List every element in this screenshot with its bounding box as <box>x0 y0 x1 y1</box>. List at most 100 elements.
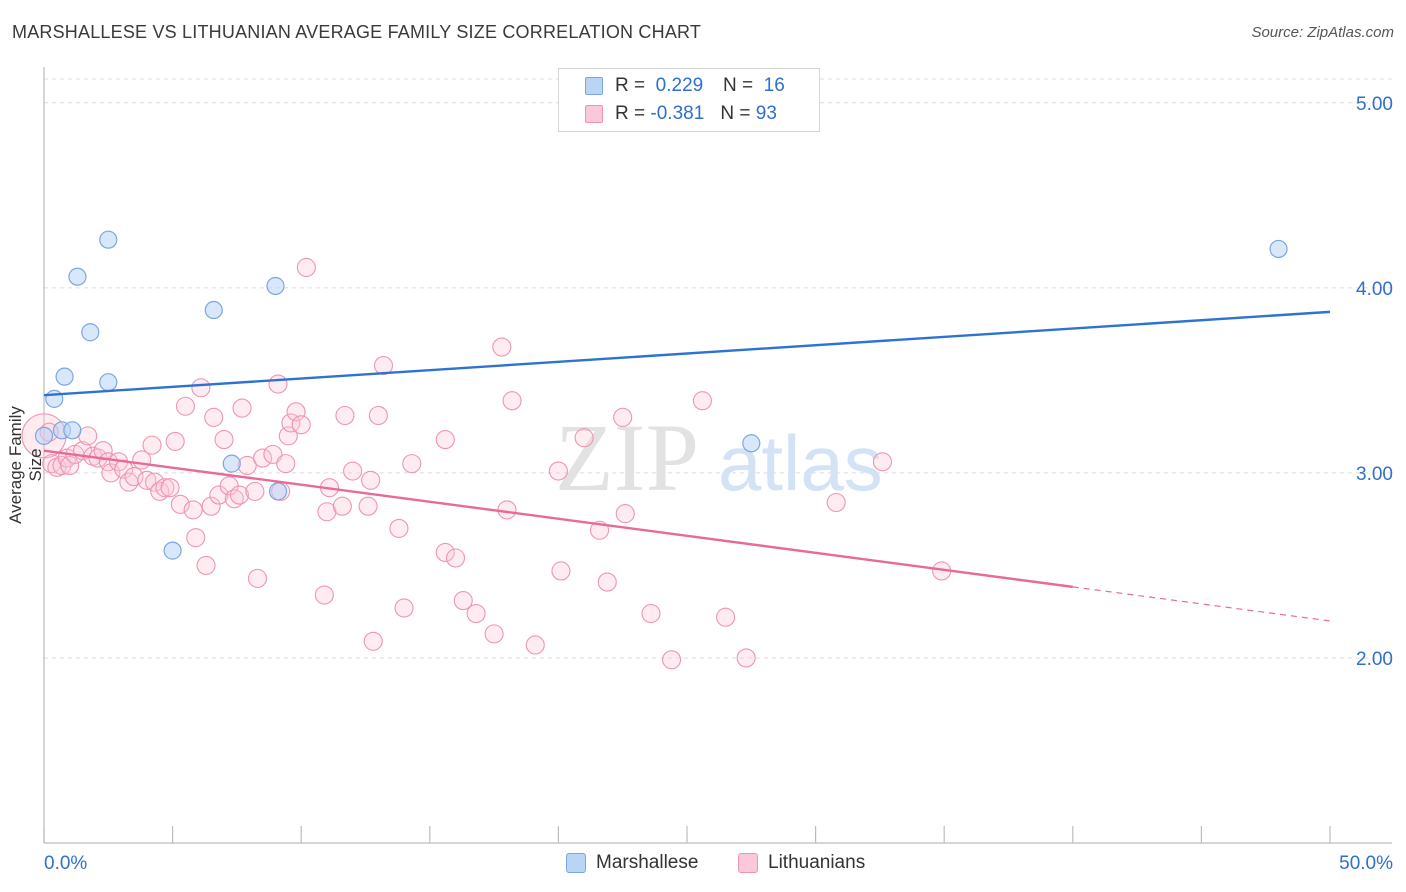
marshallese-point <box>1269 239 1288 259</box>
lithuanians-point <box>229 485 250 505</box>
y-tick-label: 5.00 <box>1356 94 1393 115</box>
lithuanians-point <box>98 452 118 472</box>
x-tick-label-max: 50.0% <box>1339 853 1393 874</box>
lithuanians-point <box>525 635 545 655</box>
marshallese-point <box>99 373 118 392</box>
marshallese-swatch <box>585 77 603 95</box>
lithuanians-point <box>402 454 422 474</box>
lithuanians-point <box>662 650 682 670</box>
lithuanians-point <box>186 528 206 548</box>
lithuanians-point <box>692 391 712 411</box>
lithuanians-point <box>268 374 288 394</box>
lithuanians-point <box>502 391 522 411</box>
r-label: R = <box>615 75 646 96</box>
lithuanians-point <box>247 568 268 588</box>
legend-item-marshallese[interactable]: Marshallese <box>566 852 698 874</box>
marshallese-point <box>742 434 761 453</box>
correlation-legend: R = 0.229 N = 16 R = -0.381 N = 93 <box>558 68 820 132</box>
lithuanians-n-value: 93 <box>755 103 777 124</box>
lithuanians-point <box>613 407 633 427</box>
lithuanians-point <box>368 405 388 426</box>
lithuanians-point <box>60 455 80 476</box>
lithuanians-point <box>232 398 252 418</box>
lithuanians-point <box>291 415 311 435</box>
lithuanians-point <box>224 489 244 509</box>
y-tick-label: 3.00 <box>1356 464 1393 485</box>
legend-row-lithuanians: R = -0.381 N = 93 <box>585 103 777 125</box>
marshallese-point <box>99 230 118 249</box>
lithuanians-point <box>736 648 756 668</box>
lithuanians-point <box>170 494 190 514</box>
lithuanians-legend-swatch <box>738 853 758 873</box>
marshallese-point <box>204 300 223 320</box>
legend-item-lithuanians[interactable]: Lithuanians <box>738 852 865 874</box>
lithuanians-point <box>175 396 196 416</box>
lithuanians-point <box>358 496 378 516</box>
lithuanians-point <box>142 435 162 455</box>
lithuanians-point <box>276 454 296 474</box>
source-label: Source: ZipAtlas.com <box>1251 24 1394 41</box>
x-tick-label-min: 0.0% <box>44 853 87 874</box>
marshallese-point <box>63 421 82 440</box>
lithuanians-point <box>466 603 486 624</box>
lithuanians-point <box>453 591 473 611</box>
lithuanians-point <box>826 492 846 513</box>
y-tick-label: 2.00 <box>1356 649 1393 670</box>
lithuanians-point <box>263 444 283 464</box>
lithuanians-point <box>389 518 409 538</box>
lithuanians-point <box>615 504 635 524</box>
marshallese-points <box>34 230 1288 560</box>
marshallese-point <box>81 323 100 342</box>
lithuanians-point <box>201 496 221 516</box>
axis-layer <box>43 67 1392 844</box>
lithuanians-point <box>872 452 893 472</box>
lithuanians-point <box>597 572 617 592</box>
lithuanians-point <box>137 470 157 490</box>
lithuanians-point <box>160 478 180 498</box>
marshallese-point <box>268 482 288 501</box>
tick-labels: 2.00 3.00 4.00 5.00 0.0% 50.0% <box>44 94 1393 874</box>
lithuanians-point <box>332 496 352 516</box>
lithuanians-point <box>214 430 234 450</box>
lithuanians-point <box>373 355 394 376</box>
marshallese-r-value: 0.229 <box>655 75 704 96</box>
lithuanians-point <box>394 598 414 618</box>
lithuanians-point <box>335 405 355 426</box>
lithuanians-point <box>548 461 568 481</box>
lithuanians-point <box>196 555 216 575</box>
series-legend: Marshallese Lithuanians <box>0 852 1406 878</box>
lithuanians-point <box>150 481 170 501</box>
lithuanians-legend-label: Lithuanians <box>768 852 866 873</box>
lithuanians-swatch <box>585 105 603 123</box>
marshallese-point <box>266 276 285 296</box>
lithuanians-point <box>191 378 211 398</box>
lithuanians-point <box>492 337 512 357</box>
lithuanians-point <box>245 481 265 501</box>
lithuanians-trend-extension <box>1072 586 1331 622</box>
lithuanians-point <box>78 426 98 446</box>
lithuanians-point <box>551 561 571 581</box>
lithuanians-point <box>204 407 224 427</box>
marshallese-legend-label: Marshallese <box>596 852 699 873</box>
lithuanians-point <box>435 430 455 450</box>
n-label: N = <box>722 75 754 96</box>
lithuanians-point <box>716 607 736 627</box>
lithuanians-point <box>155 478 175 498</box>
lithuanians-point <box>641 603 661 624</box>
lithuanians-point <box>361 470 381 490</box>
marshallese-point <box>55 367 74 386</box>
watermark-atlas: atlas <box>718 419 883 507</box>
lithuanians-r-value: -0.381 <box>650 103 705 124</box>
grid-layer <box>44 78 1392 659</box>
lithuanians-point <box>435 542 455 563</box>
y-axis-label: Average Family Size <box>6 406 45 524</box>
lithuanians-point <box>124 467 144 487</box>
trend-lines <box>43 310 1331 622</box>
lithuanians-point <box>497 500 517 520</box>
marshallese-point <box>68 267 87 286</box>
n-label: N = <box>720 103 751 124</box>
chart-title: MARSHALLESE VS LITHUANIAN AVERAGE FAMILY… <box>12 22 702 42</box>
marshallese-point <box>34 426 54 445</box>
lithuanians-trend-line <box>43 449 1073 589</box>
